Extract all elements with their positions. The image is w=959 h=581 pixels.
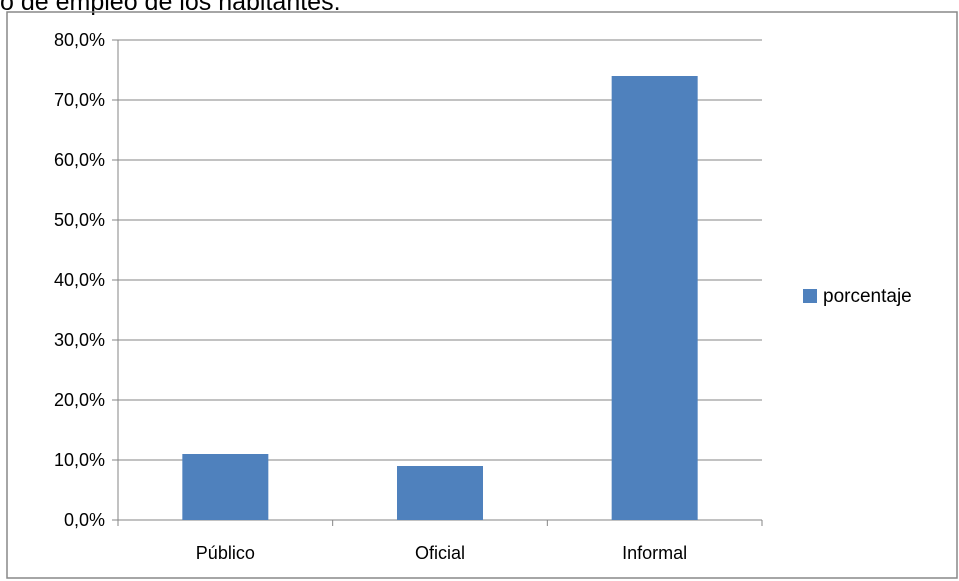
chart-frame (6, 11, 958, 579)
y-tick-label: 80,0% (54, 30, 105, 50)
x-axis-tick-labels: Público Oficial Informal (196, 543, 687, 563)
x-tick-label: Oficial (415, 543, 465, 563)
bars (182, 76, 698, 520)
x-tick-label: Público (196, 543, 255, 563)
y-axis-tick-labels: 0,0% 10,0% 20,0% 30,0% 40,0% 50,0% 60,0% 70,0% 8… (54, 30, 105, 530)
y-tick-label: 40,0% (54, 270, 105, 290)
bar (182, 454, 269, 520)
bar (611, 76, 698, 520)
y-tick-label: 0,0% (64, 510, 105, 530)
bar (397, 466, 483, 520)
legend: porcentaje (803, 286, 912, 307)
y-tick-label: 20,0% (54, 390, 105, 410)
legend-label: porcentaje (823, 286, 912, 307)
y-tick-label: 70,0% (54, 90, 105, 110)
y-tick-label: 60,0% (54, 150, 105, 170)
y-tick-label: 10,0% (54, 450, 105, 470)
y-tick-label: 50,0% (54, 210, 105, 230)
y-tick-label: 30,0% (54, 330, 105, 350)
legend-swatch (803, 289, 817, 303)
x-tick-label: Informal (622, 543, 687, 563)
